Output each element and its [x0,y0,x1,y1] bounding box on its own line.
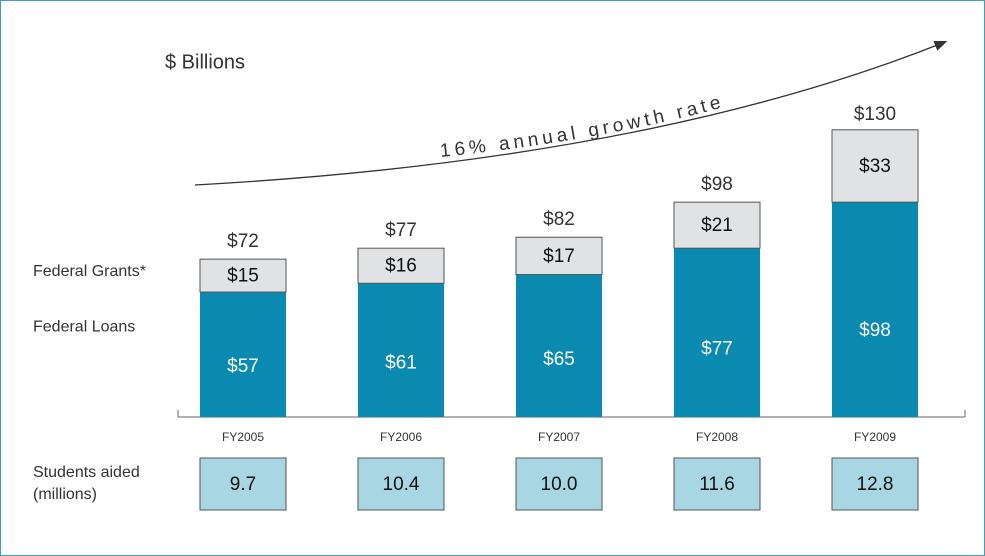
students-value: 10.0 [541,474,578,495]
bar-value-label: $33 [859,156,891,177]
total-label: $77 [385,220,417,241]
total-label: $98 [701,174,733,195]
grant-bar [673,201,761,249]
loan-bar [516,274,602,417]
legend-label: Federal Loans [33,318,135,335]
students-value: 12.8 [857,474,894,495]
bar-value-label: $17 [543,246,575,267]
students-box [831,457,919,511]
loan-bar [358,283,444,417]
unit-label: $ Billions [165,51,245,73]
growth-annotation-path: 16% annual growth rate [439,91,723,162]
loan-bar [200,292,286,417]
total-label: $82 [543,209,575,230]
students-label: (millions) [33,486,97,503]
bar-value-label: $98 [859,320,891,341]
bar-value-label: $57 [227,356,259,377]
grant-bar [357,247,445,284]
students-box [199,457,287,511]
x-tick-label: FY2007 [538,430,580,444]
growth-annotation: 16% annual growth rate [439,91,727,162]
x-tick-label: FY2005 [222,430,264,444]
legend-label: Federal Grants* [33,263,146,280]
bar-value-label: $15 [227,266,259,287]
students-box [673,457,761,511]
students-value: 11.6 [699,474,735,495]
bar-value-label: $65 [543,349,575,370]
grant-bar [199,258,287,293]
grant-bar [831,129,919,203]
students-box [357,457,445,511]
bar-value-label: $21 [701,215,733,236]
bar-value-label: $61 [385,353,417,374]
total-label: $72 [227,231,259,252]
loan-bar [832,202,918,417]
loan-bar [674,248,760,417]
students-box [515,457,603,511]
x-tick-label: FY2009 [854,430,896,444]
students-value: 9.7 [230,474,256,495]
students-label: Students aided [33,464,140,481]
x-tick-label: FY2008 [696,430,738,444]
x-tick-label: FY2006 [380,430,422,444]
bar-value-label: $16 [385,256,417,277]
students-value: 10.4 [383,474,420,495]
total-label: $130 [854,104,896,125]
grant-bar [515,236,603,276]
bar-value-label: $77 [701,338,733,359]
